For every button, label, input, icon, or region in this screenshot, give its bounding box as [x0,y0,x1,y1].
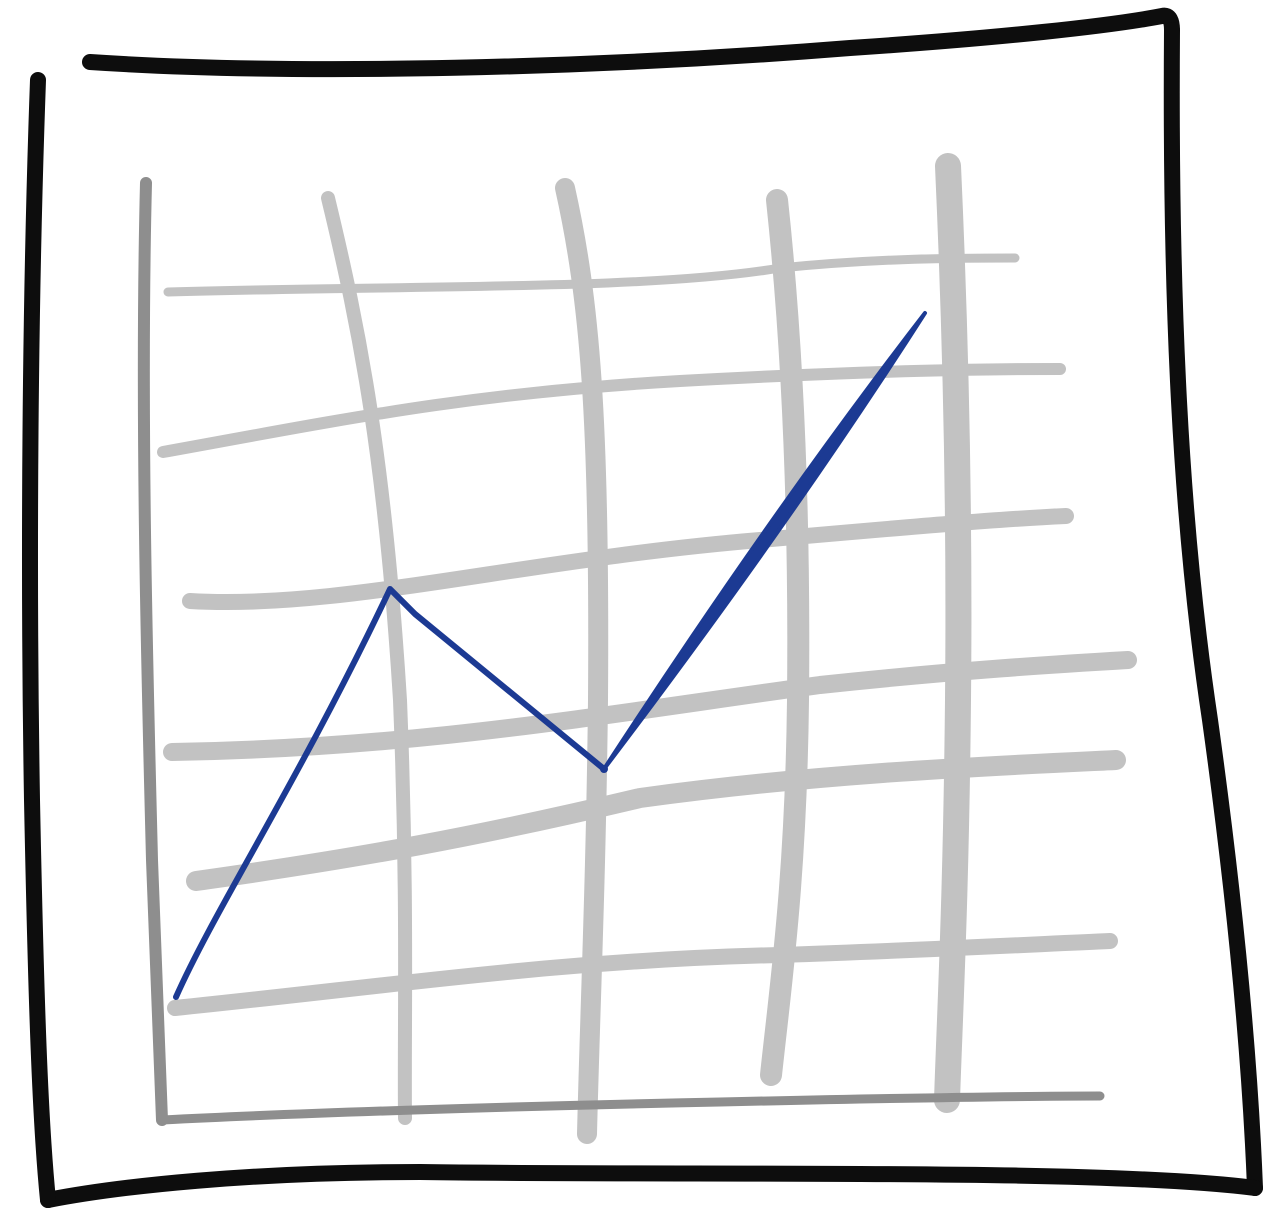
frame-left [22,72,56,1208]
frame-bottom [40,1164,1263,1208]
grid-line-horizontal [186,750,1126,891]
y-axis [137,177,168,1126]
grid-lines [157,153,1137,1144]
grid-line-vertical [760,189,810,1086]
sketch-frame [22,7,1263,1208]
grid-line-horizontal [163,651,1137,761]
x-axis [157,1091,1105,1125]
chart-axes [137,177,1105,1126]
trend-line-brush [602,311,927,771]
grid-line-horizontal [157,363,1066,458]
trend-point [600,765,608,773]
grid-line-vertical [934,153,972,1113]
trend-line-layer [173,311,927,1000]
trend-line [173,586,607,1000]
frame-top [82,7,1180,78]
grid-line-vertical [555,178,609,1144]
grid-line-horizontal [163,253,1020,297]
frame-right [1163,22,1263,1196]
grid-line-vertical [321,191,413,1125]
grid-line-horizontal [182,508,1074,611]
grid-line-horizontal [167,933,1118,1016]
